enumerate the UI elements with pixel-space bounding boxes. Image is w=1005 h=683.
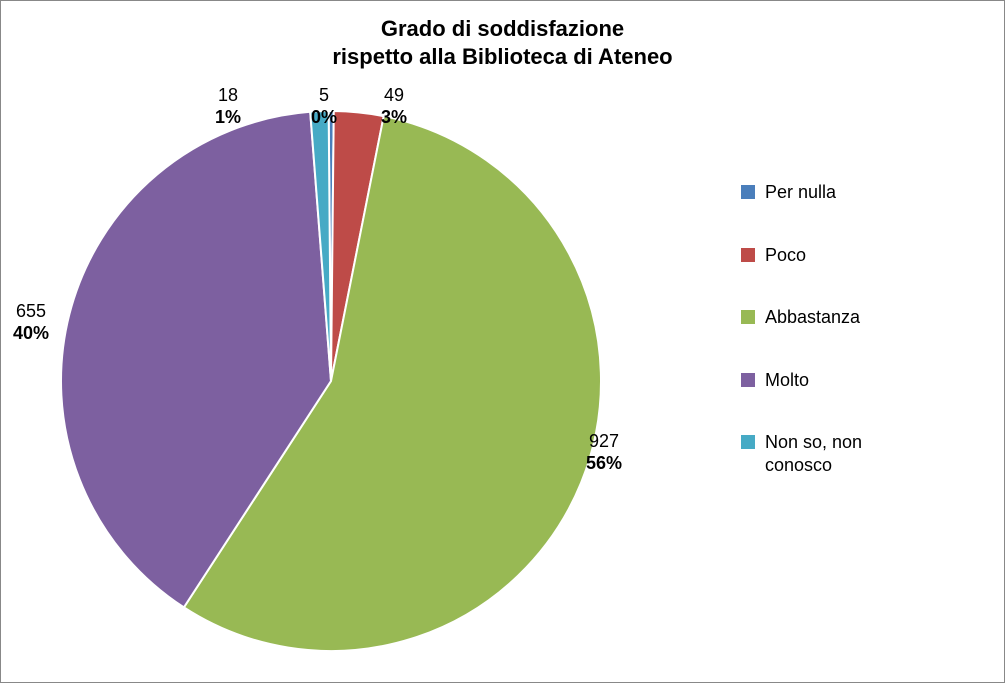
pie-chart — [61, 111, 601, 651]
legend-swatch — [741, 435, 755, 449]
legend-item-molto: Molto — [741, 369, 971, 392]
data-label-abbastanza: 927 56% — [586, 431, 622, 474]
legend-item-per-nulla: Per nulla — [741, 181, 971, 204]
data-label-per-nulla: 5 0% — [311, 85, 337, 128]
legend-label: Molto — [765, 369, 809, 392]
legend-label: Per nulla — [765, 181, 836, 204]
data-label-non-so: 18 1% — [215, 85, 241, 128]
chart-frame: { "chart": { "type": "pie", "title_line1… — [0, 0, 1005, 683]
legend-swatch — [741, 185, 755, 199]
data-label-molto: 655 40% — [13, 301, 49, 344]
chart-title: Grado di soddisfazione rispetto alla Bib… — [1, 15, 1004, 70]
legend-item-non-so: Non so, nonconosco — [741, 431, 971, 476]
pie-svg — [61, 111, 601, 651]
chart-title-line-1: Grado di soddisfazione — [1, 15, 1004, 43]
legend: Per nulla Poco Abbastanza Molto Non so, … — [741, 181, 971, 516]
legend-label: Abbastanza — [765, 306, 860, 329]
data-label-poco: 49 3% — [381, 85, 407, 128]
legend-label: Non so, nonconosco — [765, 431, 862, 476]
legend-swatch — [741, 310, 755, 324]
chart-title-line-2: rispetto alla Biblioteca di Ateneo — [1, 43, 1004, 71]
legend-swatch — [741, 373, 755, 387]
legend-swatch — [741, 248, 755, 262]
legend-label: Poco — [765, 244, 806, 267]
legend-item-poco: Poco — [741, 244, 971, 267]
legend-item-abbastanza: Abbastanza — [741, 306, 971, 329]
